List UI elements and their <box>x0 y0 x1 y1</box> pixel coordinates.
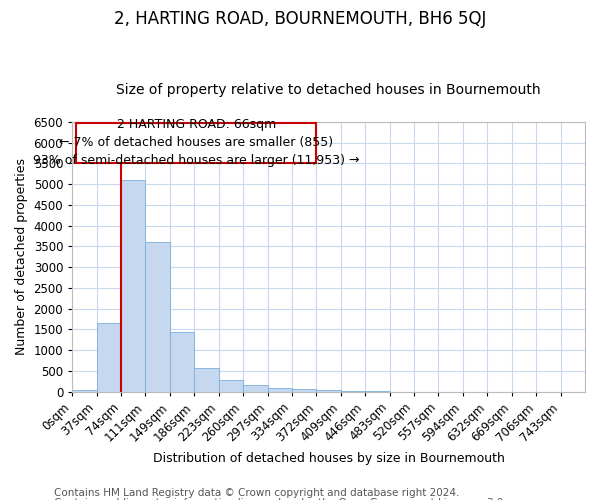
Text: 2 HARTING ROAD: 66sqm
← 7% of detached houses are smaller (855)
93% of semi-deta: 2 HARTING ROAD: 66sqm ← 7% of detached h… <box>33 118 359 168</box>
Bar <box>316 390 341 392</box>
Title: Size of property relative to detached houses in Bournemouth: Size of property relative to detached ho… <box>116 83 541 97</box>
Bar <box>145 242 170 392</box>
Text: Contains public sector information licensed under the Open Government Licence v3: Contains public sector information licen… <box>54 498 507 500</box>
Bar <box>72 390 97 392</box>
Bar <box>121 180 145 392</box>
Bar <box>292 389 316 392</box>
X-axis label: Distribution of detached houses by size in Bournemouth: Distribution of detached houses by size … <box>152 452 505 465</box>
Bar <box>243 386 268 392</box>
Bar <box>170 332 194 392</box>
Bar <box>97 323 121 392</box>
Bar <box>194 368 219 392</box>
Y-axis label: Number of detached properties: Number of detached properties <box>15 158 28 356</box>
Text: Contains HM Land Registry data © Crown copyright and database right 2024.: Contains HM Land Registry data © Crown c… <box>54 488 460 498</box>
Bar <box>341 391 365 392</box>
Text: 2, HARTING ROAD, BOURNEMOUTH, BH6 5QJ: 2, HARTING ROAD, BOURNEMOUTH, BH6 5QJ <box>114 10 486 28</box>
Bar <box>219 380 243 392</box>
FancyBboxPatch shape <box>76 122 316 164</box>
Bar <box>268 388 292 392</box>
